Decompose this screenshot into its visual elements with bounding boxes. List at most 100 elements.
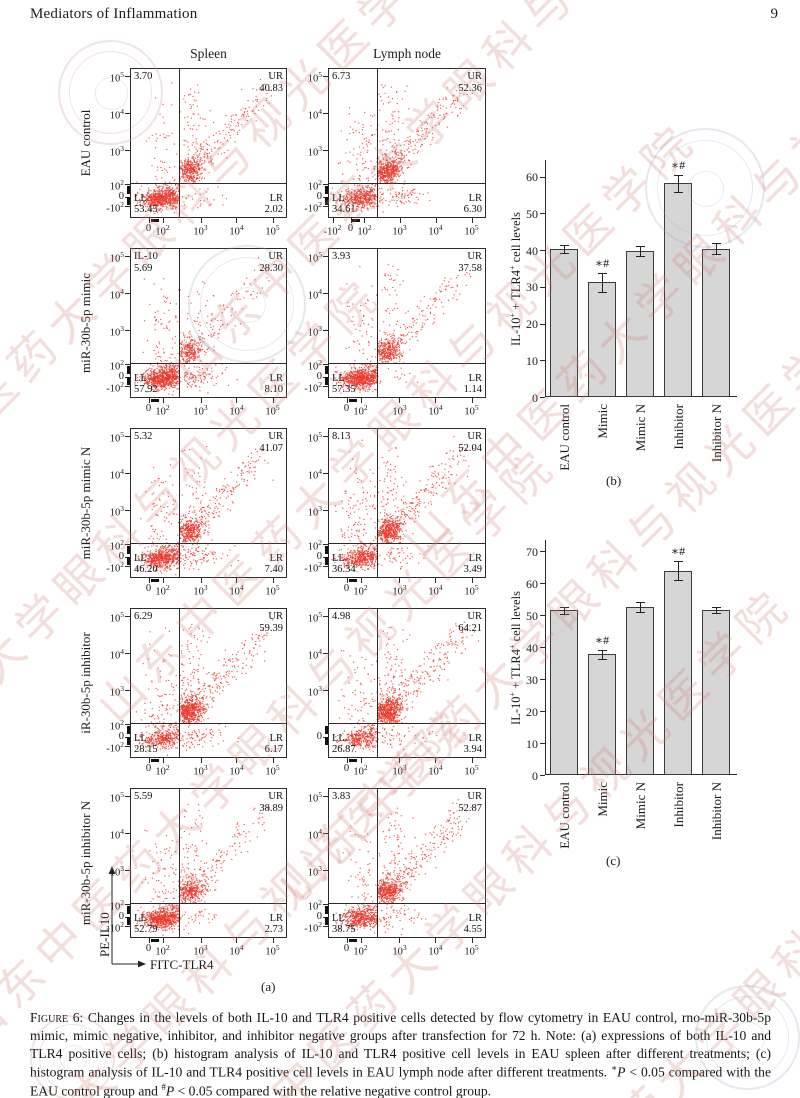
x-tick-label: 103 [193,223,208,238]
flow-plot-row1-lymph-node: 6.73 UR 52.36 LL 34.61 LR 6.30 [328,68,486,218]
y-tick-label: 104 [109,647,124,662]
y-tick-label: 0 [118,371,124,382]
y-tick-label: -102 [106,740,124,755]
x-tick-label: 103 [392,403,407,418]
x-tick-mark [435,938,436,943]
bar-mimic [588,654,616,775]
quadrant-ur-tag: UR [467,791,482,802]
quadrant-ul-value: 3.83 [332,791,351,802]
bar-inhibitor [664,571,692,775]
quadrant-line-horizontal [131,903,286,904]
scatter-points-canvas [131,609,286,757]
quadrant-ur-tag: UR [268,71,283,82]
y-tick-label: 0 [316,551,322,562]
y-tick-label: 103 [307,144,322,159]
axis-segment-mark-x [151,399,159,402]
x-tick-mark [347,938,348,943]
quadrant-ur-number: 52.87 [458,802,482,814]
category-label: Mimic N [633,404,648,452]
axis-segment-mark-x [151,579,159,582]
axis-segment-mark-y [325,737,328,745]
error-bar-cap-top [674,561,683,562]
caption-hash: # [161,1081,166,1092]
y-tick-mark [125,436,130,437]
x-tick-label: 103 [392,943,407,958]
y-tick-label: 105 [307,250,322,265]
x-tick-mark [273,398,274,403]
y-tick-label: 0 [118,191,124,202]
quadrant-line-vertical [179,429,180,577]
caption-p1: P [617,1064,626,1080]
y-tick-mark [323,436,328,437]
error-bar [716,243,717,254]
error-bar [640,602,641,612]
scatter-points-canvas [131,789,286,937]
quadrant-lr-number: 2.02 [264,204,283,216]
y-tick-label: 105 [109,430,124,445]
y-tick-label: -102 [106,920,124,935]
x-tick-mark [399,578,400,583]
x-tick-mark [149,938,150,943]
error-bar [602,650,603,659]
quadrant-ul-value: 5.59 [134,791,153,802]
quadrant-ll-value: LL 52.79 [134,913,158,937]
x-tick-mark [163,758,164,763]
error-bar [716,607,717,613]
y-tick-label: 50 [526,609,538,623]
y-tick-label: 104 [109,827,124,842]
quadrant-lr-value: LR 6.30 [464,193,482,217]
x-tick-label: 0 [343,403,350,414]
quadrant-ul-value: IL-10 5.69 [134,251,158,275]
quadrant-ll-number: 53.45 [134,204,158,216]
x-tick-label: 103 [193,583,208,598]
axis-segment-mark-y [325,197,328,205]
bar-inhibitor [664,183,692,397]
y-tick-mark [323,796,328,797]
y-tick-label: 103 [109,144,124,159]
y-tick-label: 10 [526,737,538,751]
y-tick-mark [540,213,545,214]
quadrant-ur-number: 52.04 [458,442,482,454]
y-tick-label: 103 [307,324,322,339]
caption-p2: P [165,1083,175,1098]
x-tick-mark [236,218,237,223]
panel-b-y-axis-label: IL-10+ + TLR4+ cell levels [508,211,524,346]
y-tick-label: 70 [526,545,538,559]
scatter-points-canvas [329,249,485,397]
quadrant-ur-tag: UR [467,431,482,442]
y-tick-label: 104 [307,287,322,302]
quadrant-lr-tag: LR [468,192,482,204]
y-tick-label: 103 [109,504,124,519]
x-tick-mark [163,578,164,583]
y-tick-mark [125,690,130,691]
error-bar-cap-top [636,246,645,247]
quadrant-ll-number: 46.20 [134,564,158,576]
scatter-points-canvas [329,429,485,577]
quadrant-lr-number: 3.94 [463,744,482,756]
y-tick-mark [125,150,130,151]
quadrant-ll-tag: LL [332,192,345,204]
error-bar-cap-top [712,243,721,244]
y-tick-mark [125,510,130,511]
quadrant-ll-number: 57.35 [332,384,356,396]
x-tick-mark [163,218,164,223]
quadrant-ll-value: LL 57.92 [134,373,158,397]
y-tick-label: 0 [532,769,538,783]
y-tick-mark [125,256,130,257]
quadrant-line-horizontal [329,183,485,184]
y-tick-mark [323,293,328,294]
error-bar [602,273,603,292]
quadrant-ll-number: 38.75 [332,924,356,936]
x-tick-label: -102 [323,223,342,238]
x-tick-label: 105 [265,583,280,598]
quadrant-line-horizontal [131,723,286,724]
x-tick-label: 105 [464,763,479,778]
x-tick-label: 102 [353,943,368,958]
y-tick-mark [323,113,328,114]
category-label: Mimic N [633,782,648,830]
quadrant-ll-number: 52.79 [134,924,158,936]
flow-plot-row2-spleen: IL-10 5.69 UR 28.30 LL 57.92 LR 8.10 [130,248,287,398]
y-tick-label: -102 [106,200,124,215]
y-tick-mark [125,796,130,797]
quadrant-ll-tag: LL [134,912,147,924]
